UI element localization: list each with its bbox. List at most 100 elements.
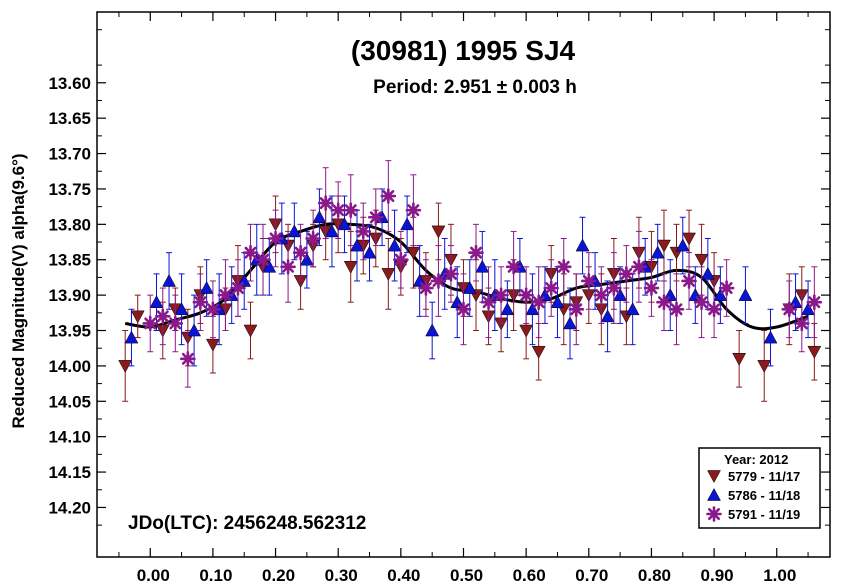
data-point: [325, 224, 339, 238]
y-tick-label: 14.10: [48, 428, 91, 447]
data-point: [287, 224, 302, 238]
data-point: [518, 287, 534, 303]
data-point: [149, 295, 164, 308]
x-tick-label: 0.10: [199, 566, 232, 585]
data-point: [738, 288, 753, 301]
y-tick-label: 13.60: [48, 74, 91, 93]
data-point: [305, 230, 321, 247]
data-point: [593, 287, 610, 303]
data-point: [430, 273, 447, 289]
y-tick-label: 13.65: [48, 109, 91, 128]
chart-subtitle: Period: 2.951 ± 0.003 h: [373, 77, 577, 98]
y-tick-label: 14.00: [48, 357, 91, 376]
data-point: [262, 259, 277, 273]
x-tick-label: 0.60: [513, 566, 546, 585]
data-point: [650, 245, 665, 259]
x-tick-label: 0.00: [137, 566, 170, 585]
data-point: [694, 253, 709, 267]
legend-marker: [707, 487, 721, 501]
data-point: [205, 301, 221, 318]
data-point: [631, 259, 647, 275]
data-point: [292, 244, 309, 261]
data-point: [217, 287, 234, 303]
data-point: [763, 330, 778, 344]
data-point: [431, 225, 446, 239]
y-tick-label: 13.85: [48, 251, 91, 270]
data-point: [350, 238, 364, 252]
data-point: [242, 244, 259, 261]
data-point: [299, 252, 314, 266]
data-point: [380, 188, 397, 204]
x-tick-label: 0.50: [450, 566, 483, 585]
x-tick-label: 0.70: [575, 566, 608, 585]
data-point: [167, 315, 184, 332]
legend-marker: [706, 506, 722, 522]
data-point: [267, 230, 284, 247]
data-point: [343, 261, 358, 274]
data-point: [606, 280, 622, 296]
data-point: [480, 294, 497, 310]
data-point: [468, 244, 484, 261]
data-point: [575, 238, 590, 252]
data-point: [794, 315, 810, 332]
data-point: [625, 302, 640, 316]
data-point: [243, 324, 258, 338]
data-point: [475, 259, 490, 273]
data-point: [757, 360, 772, 373]
data-point: [718, 280, 735, 296]
data-point: [405, 202, 422, 218]
data-point: [362, 245, 377, 259]
data-point: [600, 309, 615, 323]
data-point: [643, 280, 660, 296]
x-tick-label: 0.80: [638, 566, 671, 585]
data-point: [568, 301, 585, 318]
x-tick-label: 1.00: [763, 566, 796, 585]
data-point: [230, 280, 246, 296]
data-points-layer: [118, 160, 823, 402]
legend-label: 5779 - 11/17: [728, 469, 800, 484]
jd-annotation: JDo(LTC): 2456248.562312: [128, 513, 366, 534]
data-point: [555, 259, 572, 275]
data-point: [732, 353, 747, 366]
data-point: [505, 259, 522, 275]
data-point: [656, 294, 672, 310]
y-tick-label: 13.95: [48, 322, 91, 341]
chart-title: (30981) 1995 SJ4: [351, 35, 576, 66]
y-tick-label: 13.75: [48, 180, 91, 199]
data-point: [406, 246, 421, 260]
data-point: [807, 345, 822, 359]
series-2: [142, 160, 823, 388]
data-point: [668, 301, 685, 318]
data-point: [693, 294, 710, 310]
data-point: [618, 266, 635, 282]
data-point: [367, 209, 384, 226]
data-point: [530, 294, 547, 310]
data-point: [580, 273, 597, 289]
data-point: [342, 202, 359, 218]
x-tick-label: 0.40: [387, 566, 420, 585]
y-axis-label: Reduced Magnitude(V) alpha(9.6°): [9, 153, 28, 428]
data-point: [500, 302, 515, 316]
data-point: [525, 302, 540, 316]
data-point: [162, 273, 176, 287]
data-point: [312, 210, 327, 224]
legend: Year: 2012 5779 - 11/17 5786 - 11/18 5791 …: [698, 447, 821, 529]
series-1: [124, 188, 815, 367]
x-tick-label: 0.90: [701, 566, 734, 585]
data-point: [142, 315, 159, 332]
data-point: [255, 251, 271, 268]
data-point: [330, 202, 347, 218]
data-point: [700, 266, 715, 280]
data-point: [205, 338, 220, 352]
data-point: [543, 280, 560, 296]
data-point: [180, 351, 196, 367]
data-point: [781, 301, 798, 318]
data-point: [192, 294, 209, 310]
data-point: [681, 273, 697, 289]
y-tick-label: 14.15: [48, 463, 91, 482]
data-point: [381, 268, 396, 281]
data-point: [443, 266, 459, 282]
data-point: [154, 308, 171, 325]
data-point: [387, 238, 402, 252]
data-point: [317, 195, 334, 211]
